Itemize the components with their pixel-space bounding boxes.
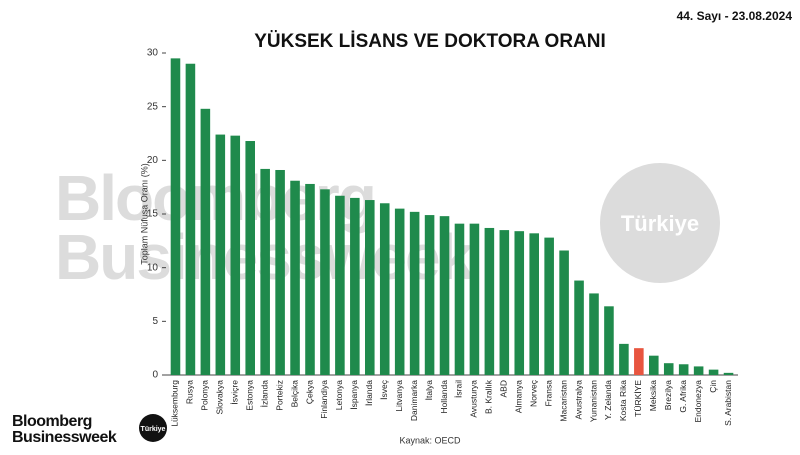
bar (454, 223, 465, 375)
x-tick-label: B. Krallık (484, 379, 494, 414)
logo-line2: Businessweek (12, 429, 117, 446)
x-tick-label: İrlanda (364, 380, 374, 406)
x-tick-label: Danimarka (409, 380, 419, 421)
x-tick-label: İspanya (349, 380, 359, 410)
x-tick-label: Kosta Rika (618, 380, 628, 421)
x-tick-label: İsveç (379, 379, 389, 400)
bar (559, 250, 569, 375)
bar (185, 63, 196, 375)
bar (469, 223, 480, 375)
bar (634, 348, 644, 375)
x-tick-label: Avusturya (469, 380, 479, 418)
x-tick-label: Polonya (200, 380, 210, 411)
x-tick-label: G. Afrika (678, 380, 688, 413)
bar (678, 364, 689, 375)
x-tick-label: Belçika (289, 380, 299, 408)
bar (484, 227, 495, 375)
bar (574, 280, 584, 375)
logo-badge: Türkiye (141, 426, 166, 433)
bar (619, 343, 629, 375)
watermark-badge-circle (600, 163, 720, 283)
x-tick-label: Lüksemburg (170, 380, 180, 427)
bar (275, 169, 285, 375)
x-tick-label: Estonya (244, 380, 254, 411)
bar (394, 208, 405, 375)
logo-line1: Bloomberg (12, 413, 92, 430)
bar (424, 215, 435, 375)
y-tick-label: 5 (152, 316, 158, 327)
y-tick-label: 20 (147, 155, 159, 166)
x-tick-label: Finlandiya (319, 380, 329, 419)
bar (215, 134, 226, 375)
y-axis-label: Toplam Nüfusa Oranı (%) (139, 163, 149, 265)
bar (663, 363, 674, 375)
logo-badge-circle (139, 414, 167, 442)
x-tick-label: Çin (708, 380, 718, 393)
bar (693, 366, 704, 375)
bar (335, 195, 345, 375)
bar (439, 216, 450, 375)
chart-title: YÜKSEK LİSANS VE DOKTORA ORANI (254, 31, 606, 52)
bar (499, 230, 510, 375)
x-tick-label: Endonezya (693, 380, 703, 423)
bar (290, 180, 300, 375)
x-tick-label: Macaristan (558, 380, 568, 422)
bar (409, 211, 420, 375)
watermark-badge: Türkiye (621, 211, 699, 236)
x-tick-label: Litvanya (394, 380, 404, 412)
x-tick-label: Fransa (543, 380, 553, 407)
bar (365, 200, 375, 375)
logo: Bloomberg Businessweek Türkiye (12, 413, 167, 446)
x-tick-label: Portekiz (274, 380, 284, 411)
x-tick-label: İsviçre (230, 380, 240, 405)
bar (544, 237, 554, 375)
bar (200, 108, 211, 376)
x-tick-label: Rusya (185, 380, 195, 404)
x-tick-label: Slovakya (215, 380, 225, 415)
bar (350, 197, 360, 375)
bar (589, 293, 599, 375)
y-tick-label: 0 (152, 370, 158, 381)
x-tick-label: Y. Zelanda (603, 380, 613, 420)
x-tick-label: Almanya (514, 380, 524, 413)
x-tick-label: S. Arabistan (723, 380, 733, 426)
x-tick-label: Norveç (528, 379, 538, 407)
bar (260, 168, 270, 375)
y-tick-label: 15 (147, 209, 159, 220)
x-tick-label: İtalya (424, 380, 434, 401)
y-tick-label: 10 (147, 262, 159, 273)
bar (604, 306, 614, 375)
bar (170, 58, 181, 375)
bar (649, 355, 659, 375)
source: Kaynak: OECD (399, 435, 461, 445)
x-tick-label: Meksika (648, 380, 658, 411)
bar (708, 369, 719, 375)
bar (305, 183, 315, 375)
bar (230, 135, 241, 375)
x-tick-label: TÜRKİYE (633, 380, 643, 417)
bar (723, 372, 734, 375)
x-tick-label: İzlanda (259, 380, 269, 408)
x-tick-label: Brezilya (663, 380, 673, 411)
bar (529, 233, 539, 375)
x-tick-label: Çekya (304, 380, 314, 404)
x-tick-label: ABD (499, 380, 509, 397)
x-tick-label: Hollanda (439, 380, 449, 414)
y-tick-label: 30 (147, 48, 159, 59)
bar (514, 231, 525, 375)
x-tick-label: İsrail (454, 380, 464, 398)
bar (320, 189, 330, 375)
bar (245, 141, 255, 375)
bar (379, 203, 390, 375)
y-tick-label: 25 (147, 101, 159, 112)
issue-date: 44. Sayı - 23.08.2024 (677, 9, 793, 23)
x-tick-label: Avustralya (573, 380, 583, 420)
x-tick-label: Yunanistan (588, 380, 598, 422)
x-tick-label: Letonya (334, 380, 344, 411)
